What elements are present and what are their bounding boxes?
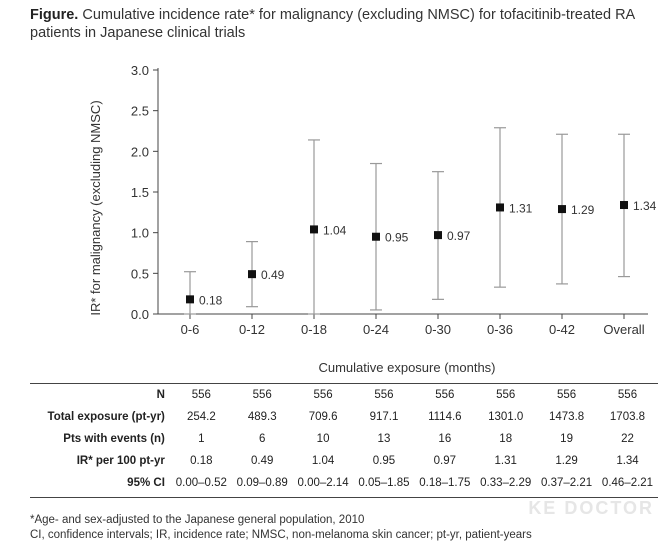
table-cell: 1	[198, 433, 205, 445]
y-tick-label: 0.0	[131, 307, 149, 322]
y-tick-label: 1.5	[131, 185, 149, 200]
table-cell: 0.33–2.29	[480, 477, 532, 489]
row-label: N	[156, 389, 165, 401]
data-point	[248, 270, 256, 279]
table-cell: 18	[499, 433, 513, 445]
table-cell: 19	[560, 433, 573, 445]
y-tick-label: 0.5	[131, 266, 149, 281]
y-axis-label: IR* for malignancy (excluding NMSC)	[88, 100, 103, 315]
table-cell: 917.1	[369, 411, 399, 423]
data-label: 0.18	[199, 293, 223, 307]
table-cell: 13	[377, 433, 391, 445]
row-label: IR* per 100 pt-yr	[76, 455, 165, 467]
row-label: Total exposure (pt-yr)	[47, 411, 165, 423]
table-cell: 556	[556, 389, 577, 401]
table-cell: 1.29	[555, 455, 578, 467]
table-top-rule	[30, 383, 658, 384]
table-cell: 0.00–0.52	[175, 477, 227, 489]
row-label: 95% CI	[127, 477, 165, 489]
data-point	[496, 203, 504, 212]
data-point	[558, 205, 566, 214]
x-tick-label: 0-12	[239, 322, 265, 337]
table-cell: 22	[621, 433, 634, 445]
data-point	[372, 232, 380, 241]
data-label: 1.31	[509, 201, 533, 215]
table-cell: 709.6	[308, 411, 338, 423]
table-cell: 1473.8	[548, 411, 585, 423]
table-cell: 1.34	[616, 455, 639, 467]
y-tick-label: 2.0	[131, 144, 149, 159]
incidence-rate-chart: 0.0 0.5 1.0 1.5 2.0 2.5 3.0 0-6 0-12 0-18 0-24 0-30…	[88, 63, 657, 375]
table-row: IR* per 100 pt-yr 0.18 0.49 1.04 0.95 0.97 1.3…	[30, 450, 658, 472]
table-bottom-rule	[30, 497, 658, 498]
table-cell: 0.18	[190, 455, 213, 467]
x-tick-label: 0-6	[181, 322, 200, 337]
data-label: 0.95	[385, 231, 409, 245]
table-row: Pts with events (n) 1 6 10 13 16 18 19 22	[30, 428, 658, 450]
table-cell: 1.04	[311, 455, 335, 467]
table-row: N 556 556 556 556 556 556 556 556	[30, 384, 658, 406]
data-label: 1.04	[323, 223, 347, 237]
table-cell: 0.95	[372, 455, 396, 467]
figure-label: Figure.	[30, 7, 79, 23]
data-label: 1.34	[633, 199, 657, 213]
data-label: 0.97	[447, 229, 471, 243]
table-cell: 1301.0	[488, 411, 524, 423]
table-cell: 556	[313, 389, 333, 401]
x-tick-label: Overall	[603, 322, 644, 337]
table-cell: 10	[316, 433, 330, 445]
table-cell: 0.18–1.75	[419, 477, 471, 489]
table-cell: 0.46–2.21	[601, 477, 654, 489]
table-cell: 6	[259, 433, 266, 445]
data-point	[620, 201, 628, 210]
footnote-adjustment: *Age- and sex-adjusted to the Japanese g…	[30, 514, 365, 526]
table-cell: 556	[435, 389, 455, 401]
x-tick-label: 0-36	[487, 322, 513, 337]
table-cell: 556	[496, 389, 516, 401]
table-cell: 1703.8	[609, 411, 646, 423]
figure-title: Figure. Cumulative incidence rate* for m…	[30, 6, 650, 42]
footnote-abbreviations: CI, confidence intervals; IR, incidence …	[30, 529, 532, 541]
table-cell: 254.2	[186, 411, 216, 423]
x-axis-label: Cumulative exposure (months)	[318, 360, 495, 375]
data-point	[310, 225, 318, 234]
table-cell: 556	[617, 389, 638, 401]
table-cell: 556	[191, 389, 211, 401]
table-cell: 0.00–2.14	[297, 477, 349, 489]
watermark-logo: KE DOCTOR	[528, 498, 654, 518]
x-tick-label: 0-24	[363, 322, 389, 337]
title-line-1: Cumulative incidence rate* for malignanc…	[82, 7, 636, 23]
title-line-2: patients in Japanese clinical trials	[30, 25, 246, 41]
summary-table: N 556 556 556 556 556 556 556 556 Total exposure …	[30, 384, 658, 494]
data-label: 0.49	[261, 268, 285, 282]
y-tick-label: 3.0	[131, 63, 149, 78]
table-cell: 1114.6	[428, 411, 462, 423]
table-row: 95% CI 0.00–0.52 0.09–0.89 0.00–2.14 0.05–1.…	[30, 472, 658, 494]
data-point	[186, 295, 194, 304]
x-tick-label: 0-18	[301, 322, 327, 337]
table-row: Total exposure (pt-yr) 254.2 489.3 709.6 917…	[30, 406, 658, 428]
x-tick-label: 0-30	[425, 322, 451, 337]
table-cell: 556	[374, 389, 394, 401]
y-tick-label: 2.5	[131, 104, 149, 119]
table-cell: 0.49	[251, 455, 274, 467]
data-label: 1.29	[571, 203, 595, 217]
table-cell: 16	[438, 433, 452, 445]
row-label: Pts with events (n)	[63, 433, 165, 445]
table-cell: 489.3	[247, 411, 277, 423]
x-tick-label: 0-42	[549, 322, 575, 337]
table-cell: 0.37–2.21	[540, 477, 593, 489]
table-cell: 556	[252, 389, 272, 401]
data-point	[434, 231, 442, 240]
table-cell: 1.31	[494, 455, 517, 467]
table-cell: 0.09–0.89	[236, 477, 288, 489]
table-cell: 0.97	[433, 455, 457, 467]
table-cell: 0.05–1.85	[358, 477, 410, 489]
y-tick-label: 1.0	[131, 226, 149, 241]
